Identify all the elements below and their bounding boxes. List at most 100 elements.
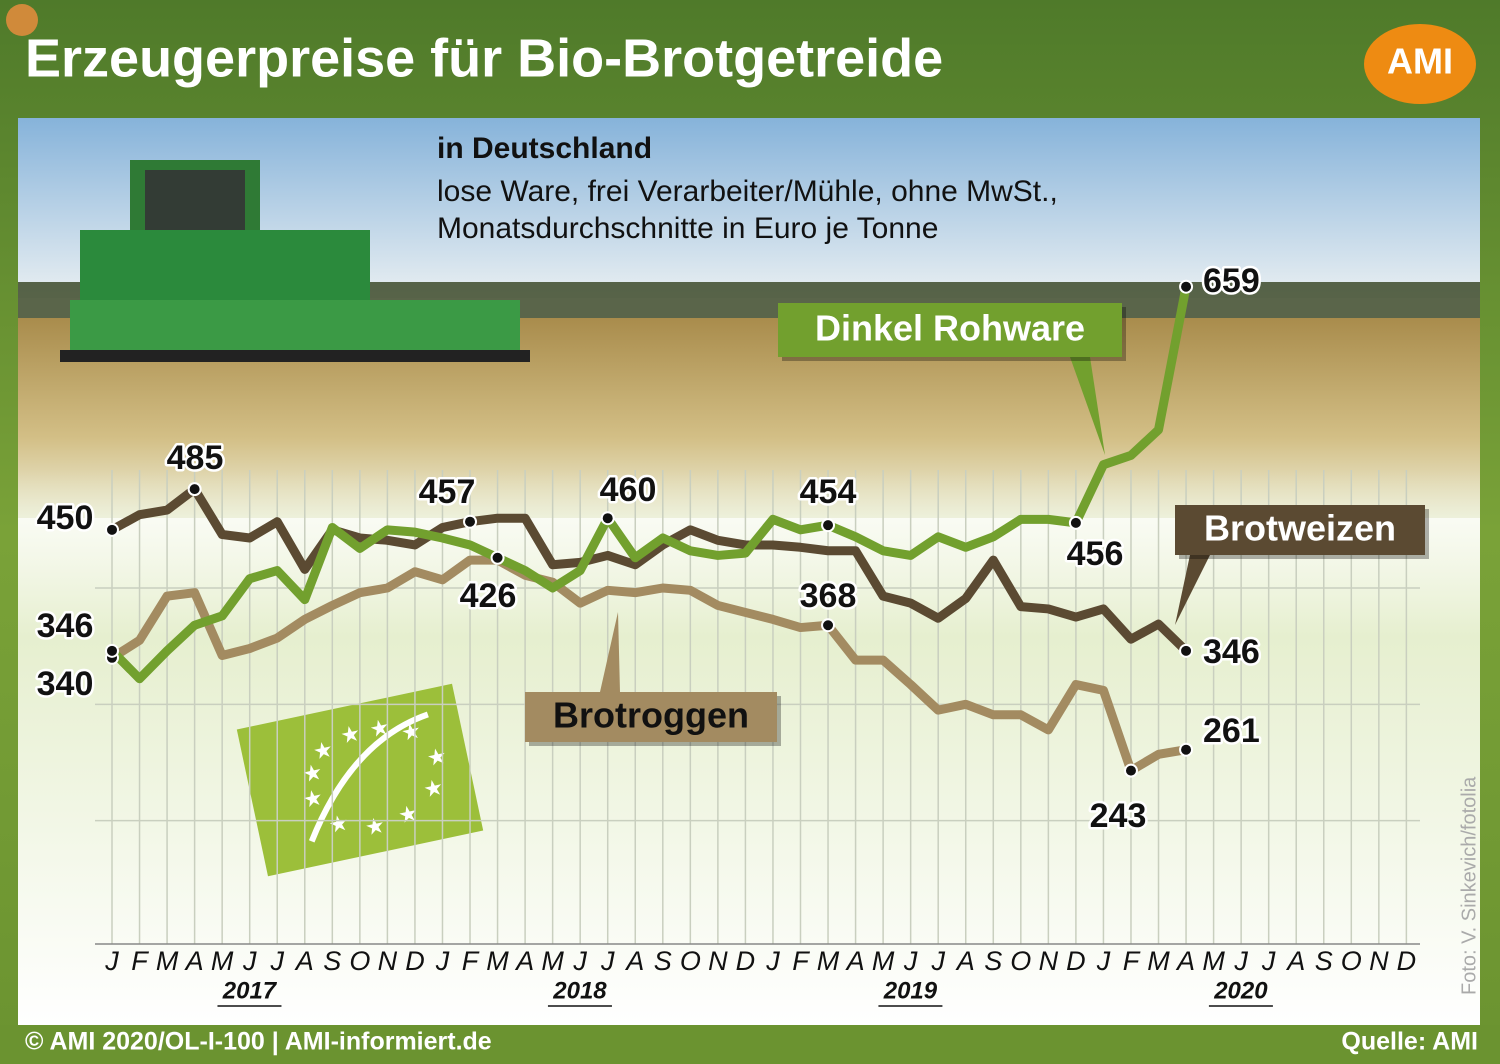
x-tick-label: S	[1315, 946, 1333, 976]
x-tick-label: A	[624, 946, 644, 976]
photo-credit: Foto: V. Sinkevich/fotolia	[1458, 776, 1480, 995]
data-point	[1068, 515, 1083, 530]
footer-left: © AMI 2020/OL-I-100 | AMI-informiert.de	[25, 1028, 492, 1056]
data-point	[821, 518, 836, 533]
x-tick-label: O	[349, 946, 370, 976]
subtitle: in Deutschland	[437, 132, 652, 165]
data-label: 659	[1203, 262, 1260, 300]
decor-dot	[6, 4, 38, 36]
x-tick-label: D	[405, 946, 425, 976]
x-tick-label: O	[1010, 946, 1031, 976]
x-tick-label: J	[903, 946, 918, 976]
legend-box	[1175, 505, 1425, 555]
x-tick-label: M	[1202, 946, 1225, 976]
x-tick-label: J	[1233, 946, 1248, 976]
x-tick-label: M	[817, 946, 840, 976]
data-label: 346	[1203, 633, 1260, 671]
data-point	[105, 643, 119, 658]
x-tick-label: O	[1341, 946, 1362, 976]
data-point	[1179, 643, 1194, 658]
x-tick-label: A	[1175, 946, 1195, 976]
x-tick-label: N	[708, 946, 728, 976]
legend-label: Brotroggen	[553, 695, 749, 736]
year-label: 2017	[222, 977, 278, 1004]
x-tick-label: M	[486, 946, 509, 976]
note: lose Ware, frei Verarbeiter/Mühle, ohne …	[437, 175, 1058, 208]
x-tick-label: F	[462, 946, 480, 976]
harvester	[60, 160, 530, 362]
x-tick-label: M	[541, 946, 564, 976]
x-tick-label: J	[572, 946, 587, 976]
note: Monatsdurchschnitte in Euro je Tonne	[437, 212, 938, 245]
x-tick-label: A	[1285, 946, 1305, 976]
x-tick-label: O	[680, 946, 701, 976]
data-point	[1179, 279, 1194, 294]
data-point	[1123, 763, 1138, 778]
series-line	[107, 484, 1191, 656]
x-tick-label: J	[104, 946, 119, 976]
x-tick-label: M	[156, 946, 179, 976]
x-tick-label: J	[435, 946, 450, 976]
logo-text: AMI	[1387, 41, 1453, 82]
x-tick-label: A	[514, 946, 534, 976]
x-tick-label: D	[736, 946, 756, 976]
legend-label: Brotweizen	[1204, 508, 1396, 549]
x-tick-label: J	[242, 946, 257, 976]
x-tick-label: D	[1066, 946, 1086, 976]
data-label: 454	[800, 473, 857, 511]
title: Erzeugerpreise für Bio-Brotgetreide	[25, 28, 943, 88]
x-tick-label: A	[955, 946, 975, 976]
data-point	[463, 514, 478, 529]
x-tick-label: A	[845, 946, 865, 976]
data-label: 450	[37, 499, 94, 537]
x-tick-label: S	[654, 946, 672, 976]
x-tick-label: J	[1096, 946, 1111, 976]
year-label: 2020	[1213, 977, 1268, 1004]
x-tick-label: N	[378, 946, 398, 976]
data-label: 457	[419, 473, 476, 511]
data-label: 456	[1067, 535, 1124, 573]
x-tick-label: M	[211, 946, 234, 976]
background-photo	[18, 118, 1480, 1025]
legend-pointer	[600, 612, 620, 692]
x-tick-label: J	[269, 946, 284, 976]
legend-pointer	[1175, 555, 1210, 625]
data-label: 340	[37, 665, 94, 703]
footer-right: Quelle: AMI	[1341, 1028, 1478, 1056]
x-tick-label: M	[872, 946, 895, 976]
legend-box	[525, 692, 777, 742]
year-label: 2019	[883, 977, 938, 1004]
data-point	[600, 511, 615, 526]
legend-box	[778, 303, 1122, 357]
x-tick-label: A	[294, 946, 314, 976]
data-point	[105, 522, 119, 537]
data-point	[187, 482, 202, 497]
data-label: 485	[167, 439, 224, 477]
legend-pointer	[1070, 357, 1105, 455]
series-line	[107, 282, 1191, 684]
x-tick-label: A	[184, 946, 204, 976]
x-tick-label: N	[1039, 946, 1059, 976]
logo	[1364, 24, 1476, 104]
year-label: 2018	[552, 977, 607, 1004]
data-point	[1179, 742, 1194, 757]
data-point	[821, 618, 836, 633]
data-label: 426	[460, 577, 517, 615]
x-tick-label: J	[1261, 946, 1276, 976]
x-tick-label: J	[765, 946, 780, 976]
x-tick-label: F	[1123, 946, 1141, 976]
series-line	[107, 555, 1191, 776]
data-label: 346	[37, 607, 94, 645]
data-label: 261	[1203, 712, 1260, 750]
x-tick-label: D	[1397, 946, 1417, 976]
x-tick-label: F	[131, 946, 149, 976]
data-label: 368	[800, 577, 857, 615]
footer-bar	[0, 1025, 1500, 1064]
x-tick-label: S	[984, 946, 1002, 976]
x-tick-label: S	[323, 946, 341, 976]
data-point	[490, 550, 505, 565]
x-tick-label: M	[1147, 946, 1170, 976]
x-tick-label: N	[1369, 946, 1389, 976]
